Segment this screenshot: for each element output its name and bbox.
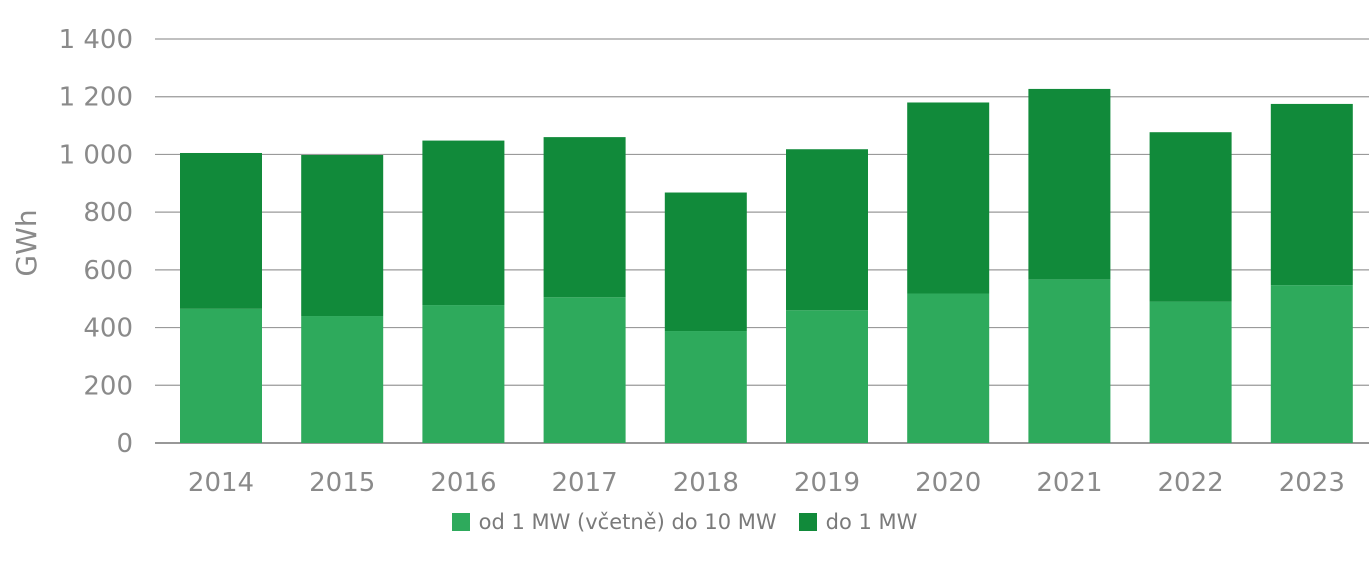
bar-segment-lower	[664, 331, 747, 443]
bars	[180, 88, 1353, 443]
legend-label-upper: do 1 MW	[825, 510, 918, 534]
x-tick-label: 2022	[1158, 468, 1224, 498]
bar-segment-lower	[1149, 301, 1232, 443]
x-tick-label: 2023	[1279, 468, 1345, 498]
legend-item-lower: od 1 MW (včetně) do 10 MW	[451, 510, 777, 534]
bar-segment-lower	[786, 310, 868, 443]
legend: od 1 MW (včetně) do 10 MW do 1 MW	[0, 510, 1369, 534]
bar-segment-lower	[1028, 279, 1111, 443]
bar-segment-upper	[1270, 103, 1353, 286]
x-tick-label: 2018	[673, 468, 739, 498]
bar-segment-upper	[301, 155, 384, 317]
bar-segment-upper	[543, 137, 626, 298]
y-tick-label: 0	[116, 429, 133, 459]
y-tick-label: 400	[83, 314, 133, 344]
bar-segment-upper	[1149, 132, 1232, 302]
legend-swatch-lower	[451, 513, 470, 531]
x-tick-label: 2014	[188, 468, 254, 498]
y-tick-label: 600	[83, 256, 133, 286]
bar-segment-lower	[907, 293, 990, 443]
legend-item-upper: do 1 MW	[798, 510, 918, 534]
x-tick-labels: 2014 2015 2016 2017 2018 2019 2020 2021 2022 2023	[188, 468, 1345, 498]
y-axis-title: GWh	[10, 209, 43, 276]
legend-label-lower: od 1 MW (včetně) do 10 MW	[478, 510, 777, 534]
x-tick-label: 2019	[794, 468, 860, 498]
y-tick-labels: 0 200 400 600 800 1 000 1 200 1 400	[59, 25, 133, 459]
y-tick-label: 1 200	[59, 83, 133, 113]
y-tick-label: 1 000	[59, 140, 133, 170]
legend-swatch-upper	[798, 513, 817, 531]
bar-segment-lower	[180, 308, 262, 443]
bar-segment-upper	[180, 152, 262, 309]
bar-segment-upper	[1028, 88, 1111, 280]
x-tick-label: 2016	[430, 468, 496, 498]
y-tick-label: 200	[83, 371, 133, 401]
bar-segment-lower	[543, 297, 626, 443]
bar-segment-upper	[907, 102, 990, 294]
bar-segment-upper	[422, 140, 505, 306]
bar-segment-lower	[1270, 285, 1353, 443]
y-tick-label: 1 400	[59, 25, 133, 55]
bar-segment-lower	[422, 305, 505, 443]
bar-segment-upper	[786, 149, 868, 311]
x-tick-label: 2015	[309, 468, 375, 498]
x-tick-label: 2017	[552, 468, 618, 498]
x-tick-label: 2020	[915, 468, 981, 498]
x-tick-label: 2021	[1036, 468, 1102, 498]
y-tick-label: 800	[83, 198, 133, 228]
bar-segment-upper	[664, 192, 747, 332]
bar-segment-lower	[301, 316, 384, 443]
